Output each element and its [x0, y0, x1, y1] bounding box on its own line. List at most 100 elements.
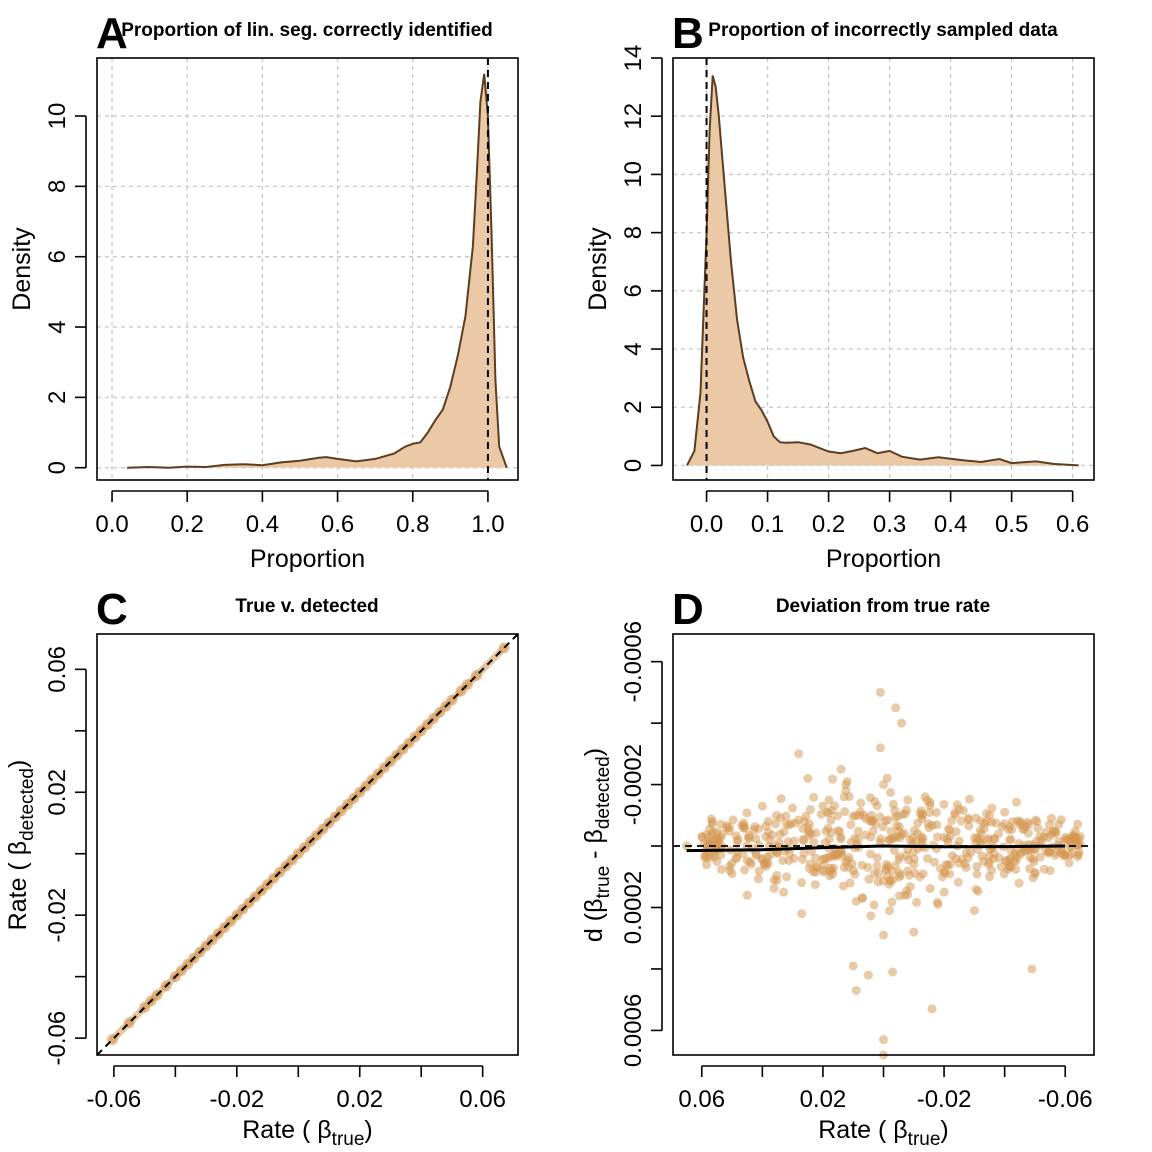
- data-point: [931, 808, 941, 818]
- data-point: [753, 874, 763, 884]
- data-point: [894, 826, 904, 836]
- data-point: [851, 985, 861, 995]
- y-tick-label: 8: [620, 226, 647, 239]
- density-area: [687, 75, 1079, 466]
- data-point: [985, 872, 995, 882]
- data-point: [925, 884, 935, 894]
- data-point: [827, 866, 837, 876]
- data-point: [987, 803, 997, 813]
- data-point: [1047, 813, 1057, 823]
- x-tick-label: -0.06: [87, 1086, 142, 1113]
- data-point: [1070, 840, 1080, 850]
- y-tick-label: 6: [44, 250, 71, 263]
- data-point: [994, 829, 1004, 839]
- data-point: [885, 906, 895, 916]
- x-tick-label: 0.2: [812, 511, 845, 538]
- data-point: [784, 856, 794, 866]
- data-point: [864, 874, 874, 884]
- data-point: [869, 869, 879, 879]
- data-point: [964, 821, 974, 831]
- data-point: [875, 687, 885, 697]
- data-point: [750, 822, 760, 832]
- data-point: [1005, 835, 1015, 845]
- y-tick-label: 0: [620, 459, 647, 472]
- y-tick-label: 2: [44, 391, 71, 404]
- data-point: [739, 818, 749, 828]
- data-point: [818, 801, 828, 811]
- smooth-line: [686, 844, 1066, 853]
- data-point: [866, 911, 876, 921]
- y-axis-label-post: ): [4, 760, 32, 768]
- data-point: [888, 799, 898, 809]
- data-point: [842, 777, 852, 787]
- data-point: [856, 798, 866, 808]
- data-point: [905, 882, 915, 892]
- data-point: [770, 819, 780, 829]
- data-point: [987, 843, 997, 853]
- data-point: [935, 864, 945, 874]
- data-point: [742, 890, 752, 900]
- data-point: [788, 803, 798, 813]
- density-curve: [686, 75, 1079, 467]
- data-point: [985, 810, 995, 820]
- data-point: [716, 864, 726, 874]
- data-point: [832, 851, 842, 861]
- data-point: [772, 875, 782, 885]
- y-axis-label: Rate ( βdetected): [4, 760, 38, 931]
- data-point: [879, 780, 888, 790]
- y-tick-label: 10: [44, 103, 71, 130]
- data-point: [891, 703, 901, 713]
- plot-frame: [96, 57, 519, 481]
- x-axis-label-symbol: β: [317, 1116, 331, 1144]
- data-point: [722, 823, 732, 833]
- data-point: [824, 795, 834, 805]
- data-point: [782, 819, 792, 829]
- data-point: [791, 818, 801, 828]
- data-point: [823, 823, 833, 833]
- data-point: [1073, 819, 1083, 829]
- x-tick-label: 0.2: [171, 511, 204, 538]
- data-point: [875, 834, 885, 844]
- data-point: [909, 826, 919, 836]
- data-point: [925, 798, 935, 808]
- data-point: [828, 774, 838, 784]
- data-point: [963, 813, 973, 823]
- data-point: [870, 797, 880, 807]
- data-point: [879, 930, 888, 940]
- x-axis-label: Rate ( βtrue): [818, 1116, 949, 1150]
- data-point: [742, 808, 752, 818]
- data-point: [836, 764, 846, 774]
- x-tick-label: 0.0: [690, 511, 723, 538]
- y-axis-label-sub2: detected: [593, 756, 614, 829]
- data-point: [1000, 807, 1010, 817]
- data-point: [912, 897, 922, 907]
- data-point: [881, 816, 891, 826]
- data-point: [895, 852, 905, 862]
- data-point: [850, 869, 860, 879]
- data-point: [939, 799, 949, 809]
- data-point: [1064, 858, 1074, 868]
- identity-line: [96, 633, 519, 1056]
- y-tick-label: -0.0002: [620, 744, 647, 825]
- data-point: [894, 868, 904, 878]
- data-point: [754, 866, 764, 876]
- x-axis-label: Proportion: [826, 545, 941, 573]
- panel-letter: D: [672, 585, 704, 634]
- data-point: [836, 834, 846, 844]
- data-point: [838, 881, 848, 891]
- data-point: [969, 906, 979, 916]
- x-axis-label: Proportion: [250, 545, 365, 573]
- data-point: [789, 836, 799, 846]
- data-point: [816, 809, 826, 819]
- data-point: [947, 816, 957, 826]
- data-point: [1032, 817, 1042, 827]
- x-axis-label-sub: true: [332, 1129, 365, 1150]
- data-point: [944, 824, 954, 834]
- data-point: [976, 829, 986, 839]
- data-point: [872, 853, 882, 863]
- data-point: [1073, 852, 1083, 862]
- panel-d: 0.06 0.02 -0.02 -0.06 -0.0006 -0.0002 0.0002 0.…: [580, 585, 1095, 1150]
- y-tick-label: 4: [44, 320, 71, 333]
- y-axis-label-mid: -: [580, 844, 608, 866]
- data-point: [731, 854, 741, 864]
